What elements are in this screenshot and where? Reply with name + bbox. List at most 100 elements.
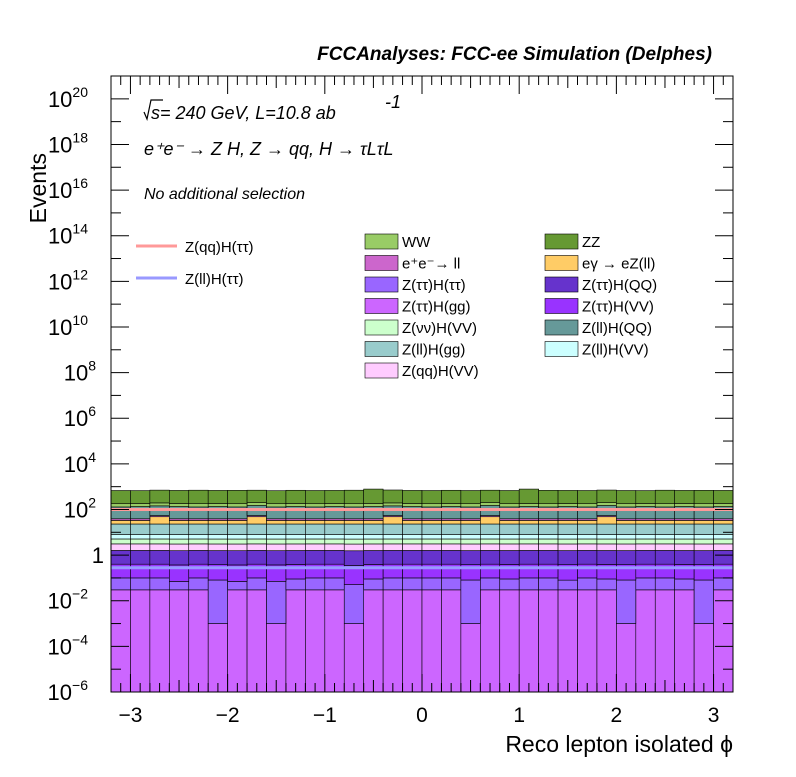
bar-z-ll-h-vv-bin-6 <box>227 534 248 540</box>
series-z-h-1 <box>110 577 734 624</box>
x-tick-label: −1 <box>313 704 337 727</box>
series-z-h-gg-0 <box>110 589 734 693</box>
bar-ww-bin-18 <box>460 503 481 508</box>
bar-z-ll-h-vv-bin-1 <box>130 534 151 540</box>
bar-z-h-gg-bin-21 <box>518 589 539 693</box>
bar-zz-bin-2 <box>149 489 170 504</box>
bar-z-h-vv-bin-12 <box>343 538 364 545</box>
bar-z-h-bin-6 <box>227 581 248 591</box>
bar-z-h-bin-23 <box>557 579 578 591</box>
bar-z-ll-h-vv-bin-20 <box>499 534 520 540</box>
bar-e-ez-ll-bin-9 <box>285 520 306 525</box>
bar-e-ez-ll-bin-15 <box>402 520 423 525</box>
bar-z-h-qq-bin-24 <box>577 550 598 565</box>
bar-zz-bin-3 <box>169 490 190 504</box>
bar-z-ll-h-vv-bin-17 <box>441 534 462 540</box>
bar-z-qq-h-vv-bin-30 <box>693 543 714 551</box>
legend-label-z-qq-h: Z(qq)H(ττ) <box>185 239 254 256</box>
bar-ww-bin-28 <box>654 503 675 508</box>
bar-z-qq-h-vv-bin-21 <box>518 543 539 551</box>
energy-s: s <box>151 103 160 123</box>
sqrt-symbol <box>143 99 163 121</box>
bar-z-qq-h-vv-bin-28 <box>654 543 675 551</box>
bar-z-h-bin-1 <box>130 577 151 591</box>
bar-e-ez-ll-bin-19 <box>480 516 501 525</box>
bar-zz-bin-10 <box>305 490 326 505</box>
bar-z-h-qq-bin-26 <box>616 550 637 565</box>
bar-z-qq-h-vv-bin-18 <box>460 543 481 551</box>
bar-zz-bin-25 <box>596 489 617 503</box>
bar-z-h-vv-bin-0 <box>110 538 131 545</box>
bar-zz-bin-12 <box>343 489 364 505</box>
bar-zz-bin-1 <box>130 490 151 504</box>
bar-z-ll-h-vv-bin-16 <box>421 534 442 540</box>
bar-z-h-qq-bin-28 <box>654 550 675 565</box>
bar-zz-bin-5 <box>207 490 228 504</box>
bar-ww-bin-19 <box>480 502 501 506</box>
bar-ww-bin-3 <box>169 503 190 507</box>
bar-z-h-gg-bin-20 <box>499 589 520 693</box>
bar-z-h-bin-28 <box>654 577 675 591</box>
bar-z-h-qq-bin-1 <box>130 550 151 565</box>
bar-ww-bin-27 <box>635 503 656 507</box>
bar-z-qq-h-vv-bin-24 <box>577 543 598 551</box>
bar-z-h-qq-bin-21 <box>518 550 539 565</box>
bar-ww-bin-17 <box>441 503 462 507</box>
bar-e-ez-ll-bin-4 <box>188 520 209 525</box>
bar-z-h-vv-bin-23 <box>557 538 578 545</box>
bar-z-ll-h-vv-bin-12 <box>343 534 364 540</box>
bar-zz-bin-14 <box>382 489 403 504</box>
bar-z-ll-h-gg-bin-27 <box>635 523 656 535</box>
bar-zz-bin-19 <box>480 489 501 503</box>
legend-label-z-h-qq: Z(ττ)H(QQ) <box>582 277 657 294</box>
process-annotation: e⁺e⁻ → Z H, Z → qq, H → τLτL <box>144 139 394 159</box>
bar-zz-bin-28 <box>654 489 675 504</box>
bar-z-h-bin-11 <box>324 577 345 591</box>
bar-z-h-gg-bin-16 <box>421 589 442 693</box>
bar-z-ll-h-vv-bin-27 <box>635 534 656 540</box>
bar-z-h-qq-bin-19 <box>480 550 501 565</box>
x-tick-label: 3 <box>708 704 720 727</box>
bar-z-ll-h-gg-bin-10 <box>305 523 326 535</box>
bar-z-h-qq-bin-29 <box>674 550 695 565</box>
bar-z-h-vv-bin-22 <box>538 538 559 545</box>
bar-z-h-bin-17 <box>441 577 462 591</box>
bar-z-qq-h-vv-bin-16 <box>421 543 442 551</box>
bar-zz-bin-18 <box>460 490 481 505</box>
bar-z-ll-h-gg-bin-14 <box>382 523 403 535</box>
series-z-ll-h-qq-10 <box>110 505 734 520</box>
legend-label-z-h-vv: Z(ττ)H(VV) <box>582 299 654 316</box>
bar-e-ez-ll-bin-25 <box>596 516 617 525</box>
bar-z-ll-h-gg-bin-31 <box>713 523 734 535</box>
bar-e-ez-ll-bin-18 <box>460 520 481 525</box>
bar-z-h-vv-bin-30 <box>693 538 714 545</box>
series-z-ll-h-vv-6 <box>110 534 734 540</box>
overlay-lines <box>111 507 733 570</box>
bar-z-qq-h-vv-bin-31 <box>713 543 734 551</box>
bar-z-h-bin-8 <box>266 581 287 624</box>
bar-z-ll-h-gg-bin-29 <box>674 523 695 535</box>
bar-z-h-gg-bin-31 <box>713 589 734 693</box>
bar-z-ll-h-gg-bin-8 <box>266 523 287 535</box>
bar-zz-bin-20 <box>499 490 520 505</box>
bar-z-h-gg-bin-7 <box>246 589 267 693</box>
legend-label-e-ez-ll: eγ → eZ(ll) <box>582 256 655 273</box>
bar-e-ez-ll-bin-11 <box>324 520 345 525</box>
bar-ww-bin-4 <box>188 503 209 508</box>
bar-z-h-qq-bin-15 <box>402 550 423 565</box>
bar-z-qq-h-vv-bin-2 <box>149 543 170 551</box>
bar-z-ll-h-gg-bin-24 <box>577 523 598 535</box>
energy-annotation: s = 240 GeV, L=10.8 ab -1 <box>143 92 401 123</box>
y-tick-label: 1018 <box>48 129 88 157</box>
legend-swatch-z-ll-h-gg <box>364 341 399 357</box>
bar-z-qq-h-vv-bin-20 <box>499 543 520 551</box>
bar-z-h-bin-14 <box>382 577 403 591</box>
bar-z-h-qq-bin-0 <box>110 550 131 565</box>
bar-z-qq-h-vv-bin-19 <box>480 543 501 551</box>
legend-label-ww: WW <box>402 234 431 251</box>
bar-ww-bin-9 <box>285 503 306 507</box>
bar-z-ll-h-gg-bin-25 <box>596 523 617 535</box>
bar-z-qq-h-vv-bin-17 <box>441 543 462 551</box>
bar-z-ll-h-gg-bin-0 <box>110 523 131 535</box>
